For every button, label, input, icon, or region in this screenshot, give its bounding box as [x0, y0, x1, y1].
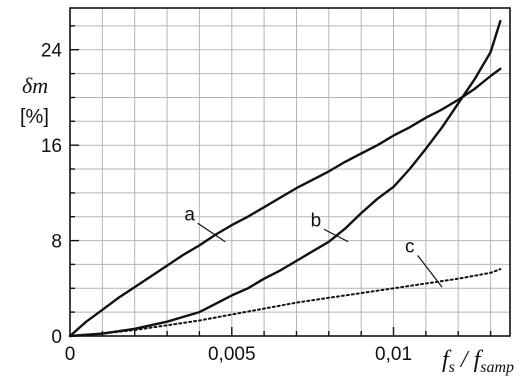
- y-axis-unit: [%]: [20, 106, 49, 128]
- curve-label-b: b: [311, 210, 322, 231]
- y-tick-label: 16: [41, 136, 62, 157]
- grid: [70, 8, 510, 336]
- x-axis-label-main-sub: s: [449, 359, 455, 376]
- y-axis-symbol: δm: [22, 73, 48, 98]
- curve-leader-c: [417, 255, 443, 288]
- y-tick-label: 0: [51, 327, 62, 348]
- x-tick-label: 0,005: [208, 344, 256, 365]
- x-axis-label: fs / fsamp: [442, 347, 514, 376]
- y-tick-label: 8: [51, 232, 62, 253]
- x-tick-label: 0: [65, 344, 76, 365]
- series-line-b: [68, 19, 502, 338]
- series-line-a: [68, 67, 502, 338]
- x-axis-label-den: f: [474, 347, 484, 373]
- curve-leader-b: [323, 228, 349, 243]
- curve-label-a: a: [184, 204, 195, 225]
- x-axis-label-sep: /: [455, 347, 474, 373]
- annotations-layer: a b c: [184, 204, 443, 288]
- axis-ticks: 0 0,005 0,01 0 8 16 24: [41, 25, 492, 365]
- y-tick-label: 24: [41, 41, 63, 62]
- curve-label-c: c: [405, 237, 415, 258]
- curve-leader-a: [197, 222, 226, 243]
- series-layer: [68, 19, 502, 338]
- x-axis-label-den-sub: samp: [480, 359, 514, 376]
- x-tick-label: 0,01: [375, 344, 412, 365]
- series-line-c: [69, 268, 502, 337]
- plot-frame: [69, 7, 511, 337]
- x-axis-label-main: f: [442, 347, 452, 373]
